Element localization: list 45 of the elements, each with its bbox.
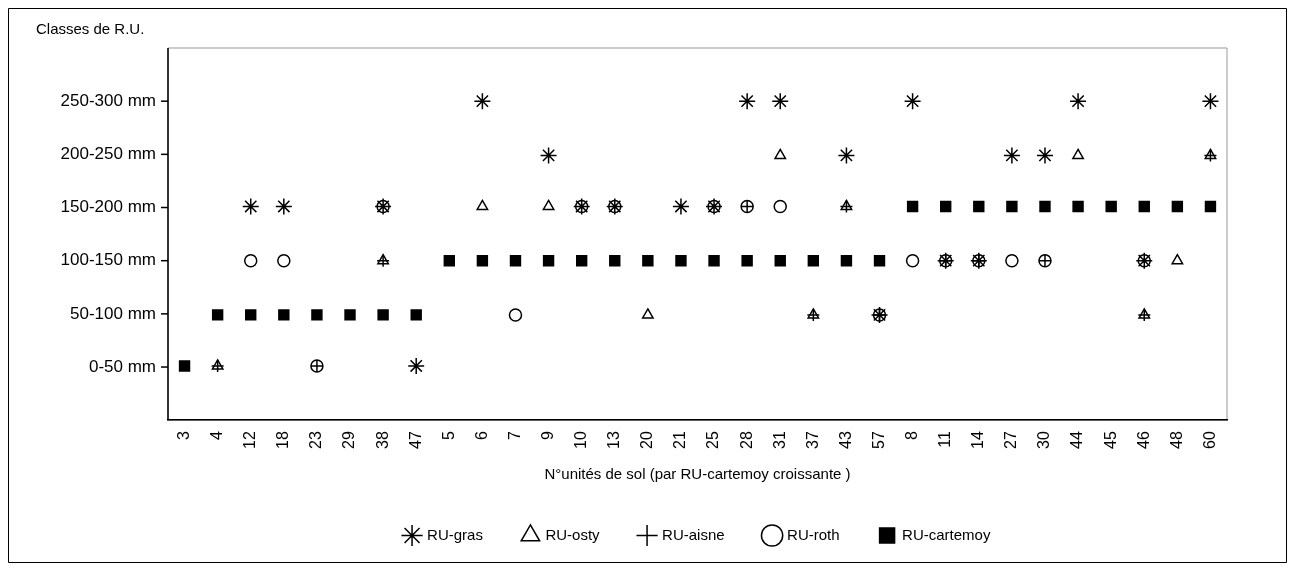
text: 50-100 mm — [70, 303, 156, 323]
legend-label: RU-roth — [787, 525, 840, 543]
text: 150-200 mm — [60, 197, 156, 217]
x-tick-label: 9 — [538, 431, 556, 441]
x-tick-label: 27 — [1002, 431, 1020, 449]
text: 250-300 mm — [60, 90, 156, 110]
legend-label: RU-aisne — [662, 525, 725, 543]
text: 100-150 mm — [60, 250, 156, 270]
x-tick-label: 10 — [572, 431, 590, 449]
x-tick-label: 14 — [969, 431, 987, 449]
x-axis-title: N°unités de sol (par RU-cartemoy croissante ) — [544, 465, 851, 483]
text: 200-250 mm — [60, 144, 156, 164]
x-tick-label: 7 — [505, 431, 523, 441]
x-tick-label: 5 — [439, 431, 457, 441]
x-tick-label: 57 — [869, 431, 887, 449]
legend-label: RU-gras — [427, 525, 483, 543]
x-tick-label: 60 — [1200, 431, 1218, 449]
x-tick-label: 23 — [307, 431, 325, 449]
y-axis-title: Classes de R.U. — [36, 19, 145, 37]
x-tick-label: 4 — [208, 431, 226, 441]
x-tick-label: 18 — [274, 431, 292, 449]
x-tick-label: 21 — [671, 431, 689, 449]
x-tick-label: 31 — [770, 431, 788, 449]
x-tick-label: 3 — [174, 431, 192, 441]
x-tick-label: 44 — [1068, 431, 1086, 449]
x-tick-label: 6 — [472, 431, 490, 441]
legend-label: RU-cartemoy — [902, 525, 991, 543]
x-tick-label: 37 — [803, 431, 821, 449]
x-tick-label: 25 — [704, 431, 722, 449]
x-tick-label: 38 — [373, 431, 391, 449]
text: 0-50 mm — [88, 356, 156, 376]
x-tick-label: 12 — [241, 431, 259, 449]
x-tick-label: 20 — [638, 431, 656, 449]
x-tick-label: 29 — [340, 431, 358, 449]
x-tick-label: 45 — [1101, 431, 1119, 449]
x-tick-label: 48 — [1167, 431, 1185, 449]
x-tick-label: 46 — [1134, 431, 1152, 449]
x-tick-label: 28 — [737, 431, 755, 449]
legend-label: RU-osty — [545, 525, 601, 543]
x-tick-label: 43 — [836, 431, 854, 449]
x-tick-label: 11 — [936, 431, 954, 448]
x-tick-label: 13 — [605, 431, 623, 449]
x-tick-label: 8 — [903, 431, 921, 441]
x-tick-label: 30 — [1035, 431, 1053, 449]
x-tick-label: 47 — [406, 431, 424, 449]
